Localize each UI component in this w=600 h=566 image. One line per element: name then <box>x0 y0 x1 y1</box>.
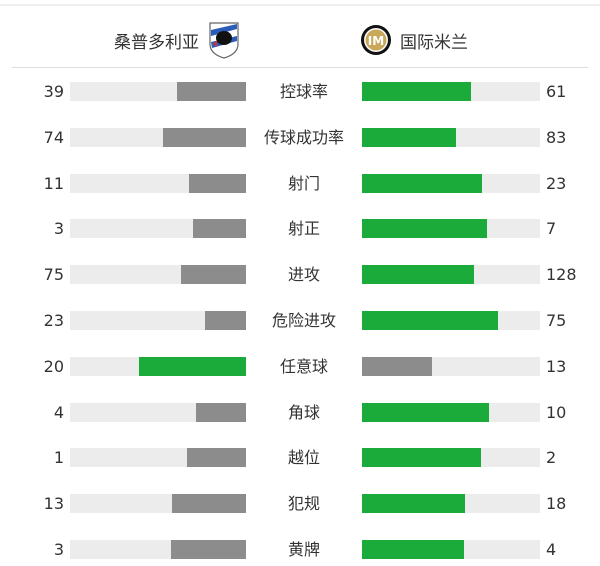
stat-row: 23 危险进攻 75 <box>0 309 600 333</box>
stat-label: 黄牌 <box>287 540 320 559</box>
away-value: 128 <box>546 265 577 285</box>
away-bar-fill <box>362 311 499 330</box>
home-bar-fill <box>170 540 246 559</box>
away-bar-track <box>362 311 540 330</box>
home-value: 4 <box>53 402 64 422</box>
home-bar-track <box>70 265 246 285</box>
stat-label: 危险进攻 <box>271 311 336 330</box>
stat-row: 4 角球 10 <box>0 401 600 425</box>
away-bar-fill <box>362 448 481 468</box>
stat-row: 39 控球率 61 <box>0 80 600 104</box>
home-bar-track <box>70 356 246 376</box>
away-value: 13 <box>546 356 567 376</box>
home-bar-fill <box>177 82 246 101</box>
away-bar-track <box>362 540 540 559</box>
stat-label: 犯规 <box>287 494 320 514</box>
away-bar-fill <box>362 540 464 559</box>
away-value: 61 <box>546 82 567 101</box>
home-bar-track <box>70 402 246 422</box>
home-value: 3 <box>53 540 64 559</box>
away-value: 10 <box>546 402 567 422</box>
away-bar-fill <box>362 265 475 285</box>
away-bar-fill <box>362 219 487 239</box>
stat-label: 控球率 <box>279 82 328 101</box>
home-bar-fill <box>172 494 246 514</box>
home-value: 3 <box>53 219 64 239</box>
stat-row: 20 任意球 13 <box>0 355 600 379</box>
home-bar-track <box>70 540 246 559</box>
away-bar-track <box>362 494 540 514</box>
away-value: 18 <box>546 494 567 514</box>
svg-text:IM: IM <box>368 34 384 48</box>
away-bar-fill <box>362 127 457 147</box>
stat-row: 13 犯规 18 <box>0 492 600 516</box>
home-bar-fill <box>180 265 246 285</box>
away-bar-track <box>362 265 540 285</box>
home-bar-track <box>70 219 246 239</box>
top-divider <box>0 4 600 6</box>
home-bar-fill <box>139 356 246 376</box>
home-value: 13 <box>43 494 64 514</box>
home-bar-fill <box>163 127 246 147</box>
away-value: 4 <box>546 540 557 559</box>
home-bar-fill <box>195 402 246 422</box>
stat-label: 角球 <box>287 402 320 422</box>
away-bar-fill <box>362 494 466 514</box>
away-team-name: 国际米兰 <box>400 32 468 53</box>
inter-crest-icon: IM <box>361 25 391 55</box>
away-bar-track <box>362 173 540 193</box>
stat-label: 任意球 <box>279 356 328 376</box>
away-value: 2 <box>546 448 557 468</box>
home-bar-track <box>70 494 246 514</box>
away-bar-track <box>362 127 540 147</box>
home-bar-track <box>70 82 246 101</box>
home-bar-fill <box>187 448 246 468</box>
home-value: 20 <box>43 356 64 376</box>
home-bar-track <box>70 448 246 468</box>
stat-row: 74 传球成功率 83 <box>0 126 600 150</box>
stat-label: 射门 <box>287 173 320 193</box>
stat-label: 越位 <box>287 448 320 468</box>
home-team-name: 桑普多利亚 <box>114 32 199 53</box>
home-bar-track <box>70 127 246 147</box>
home-bar-fill <box>204 311 246 330</box>
stat-label: 射正 <box>287 219 320 239</box>
away-bar-track <box>362 356 540 376</box>
home-value: 23 <box>43 311 64 330</box>
home-bar-fill <box>193 219 246 239</box>
home-value: 39 <box>43 82 64 101</box>
home-bar-track <box>70 173 246 193</box>
home-value: 11 <box>43 173 64 193</box>
away-value: 75 <box>546 311 567 330</box>
away-value: 83 <box>546 127 567 147</box>
home-bar-fill <box>189 173 246 193</box>
away-value: 23 <box>546 173 567 193</box>
home-value: 75 <box>43 265 64 285</box>
away-bar-fill <box>362 402 490 422</box>
away-bar-fill <box>362 173 483 193</box>
header-divider <box>12 67 588 68</box>
home-value: 74 <box>43 127 64 147</box>
away-bar-fill <box>362 356 433 376</box>
home-value: 1 <box>53 448 64 468</box>
stat-label: 传球成功率 <box>263 127 344 147</box>
away-bar-track <box>362 402 540 422</box>
away-bar-fill <box>362 82 471 101</box>
away-team[interactable]: IM 国际米兰 <box>360 22 468 58</box>
home-bar-track <box>70 311 246 330</box>
stat-row: 3 黄牌 4 <box>0 538 600 562</box>
home-team[interactable]: 桑普多利亚 <box>114 22 241 59</box>
stat-label: 进攻 <box>287 265 320 285</box>
away-bar-track <box>362 219 540 239</box>
away-bar-track <box>362 448 540 468</box>
away-value: 7 <box>546 219 557 239</box>
stat-row: 1 越位 2 <box>0 446 600 470</box>
sampdoria-crest-icon <box>209 22 239 59</box>
stat-row: 75 进攻 128 <box>0 263 600 287</box>
stat-row: 3 射正 7 <box>0 217 600 241</box>
stat-row: 11 射门 23 <box>0 172 600 196</box>
away-bar-track <box>362 82 540 101</box>
